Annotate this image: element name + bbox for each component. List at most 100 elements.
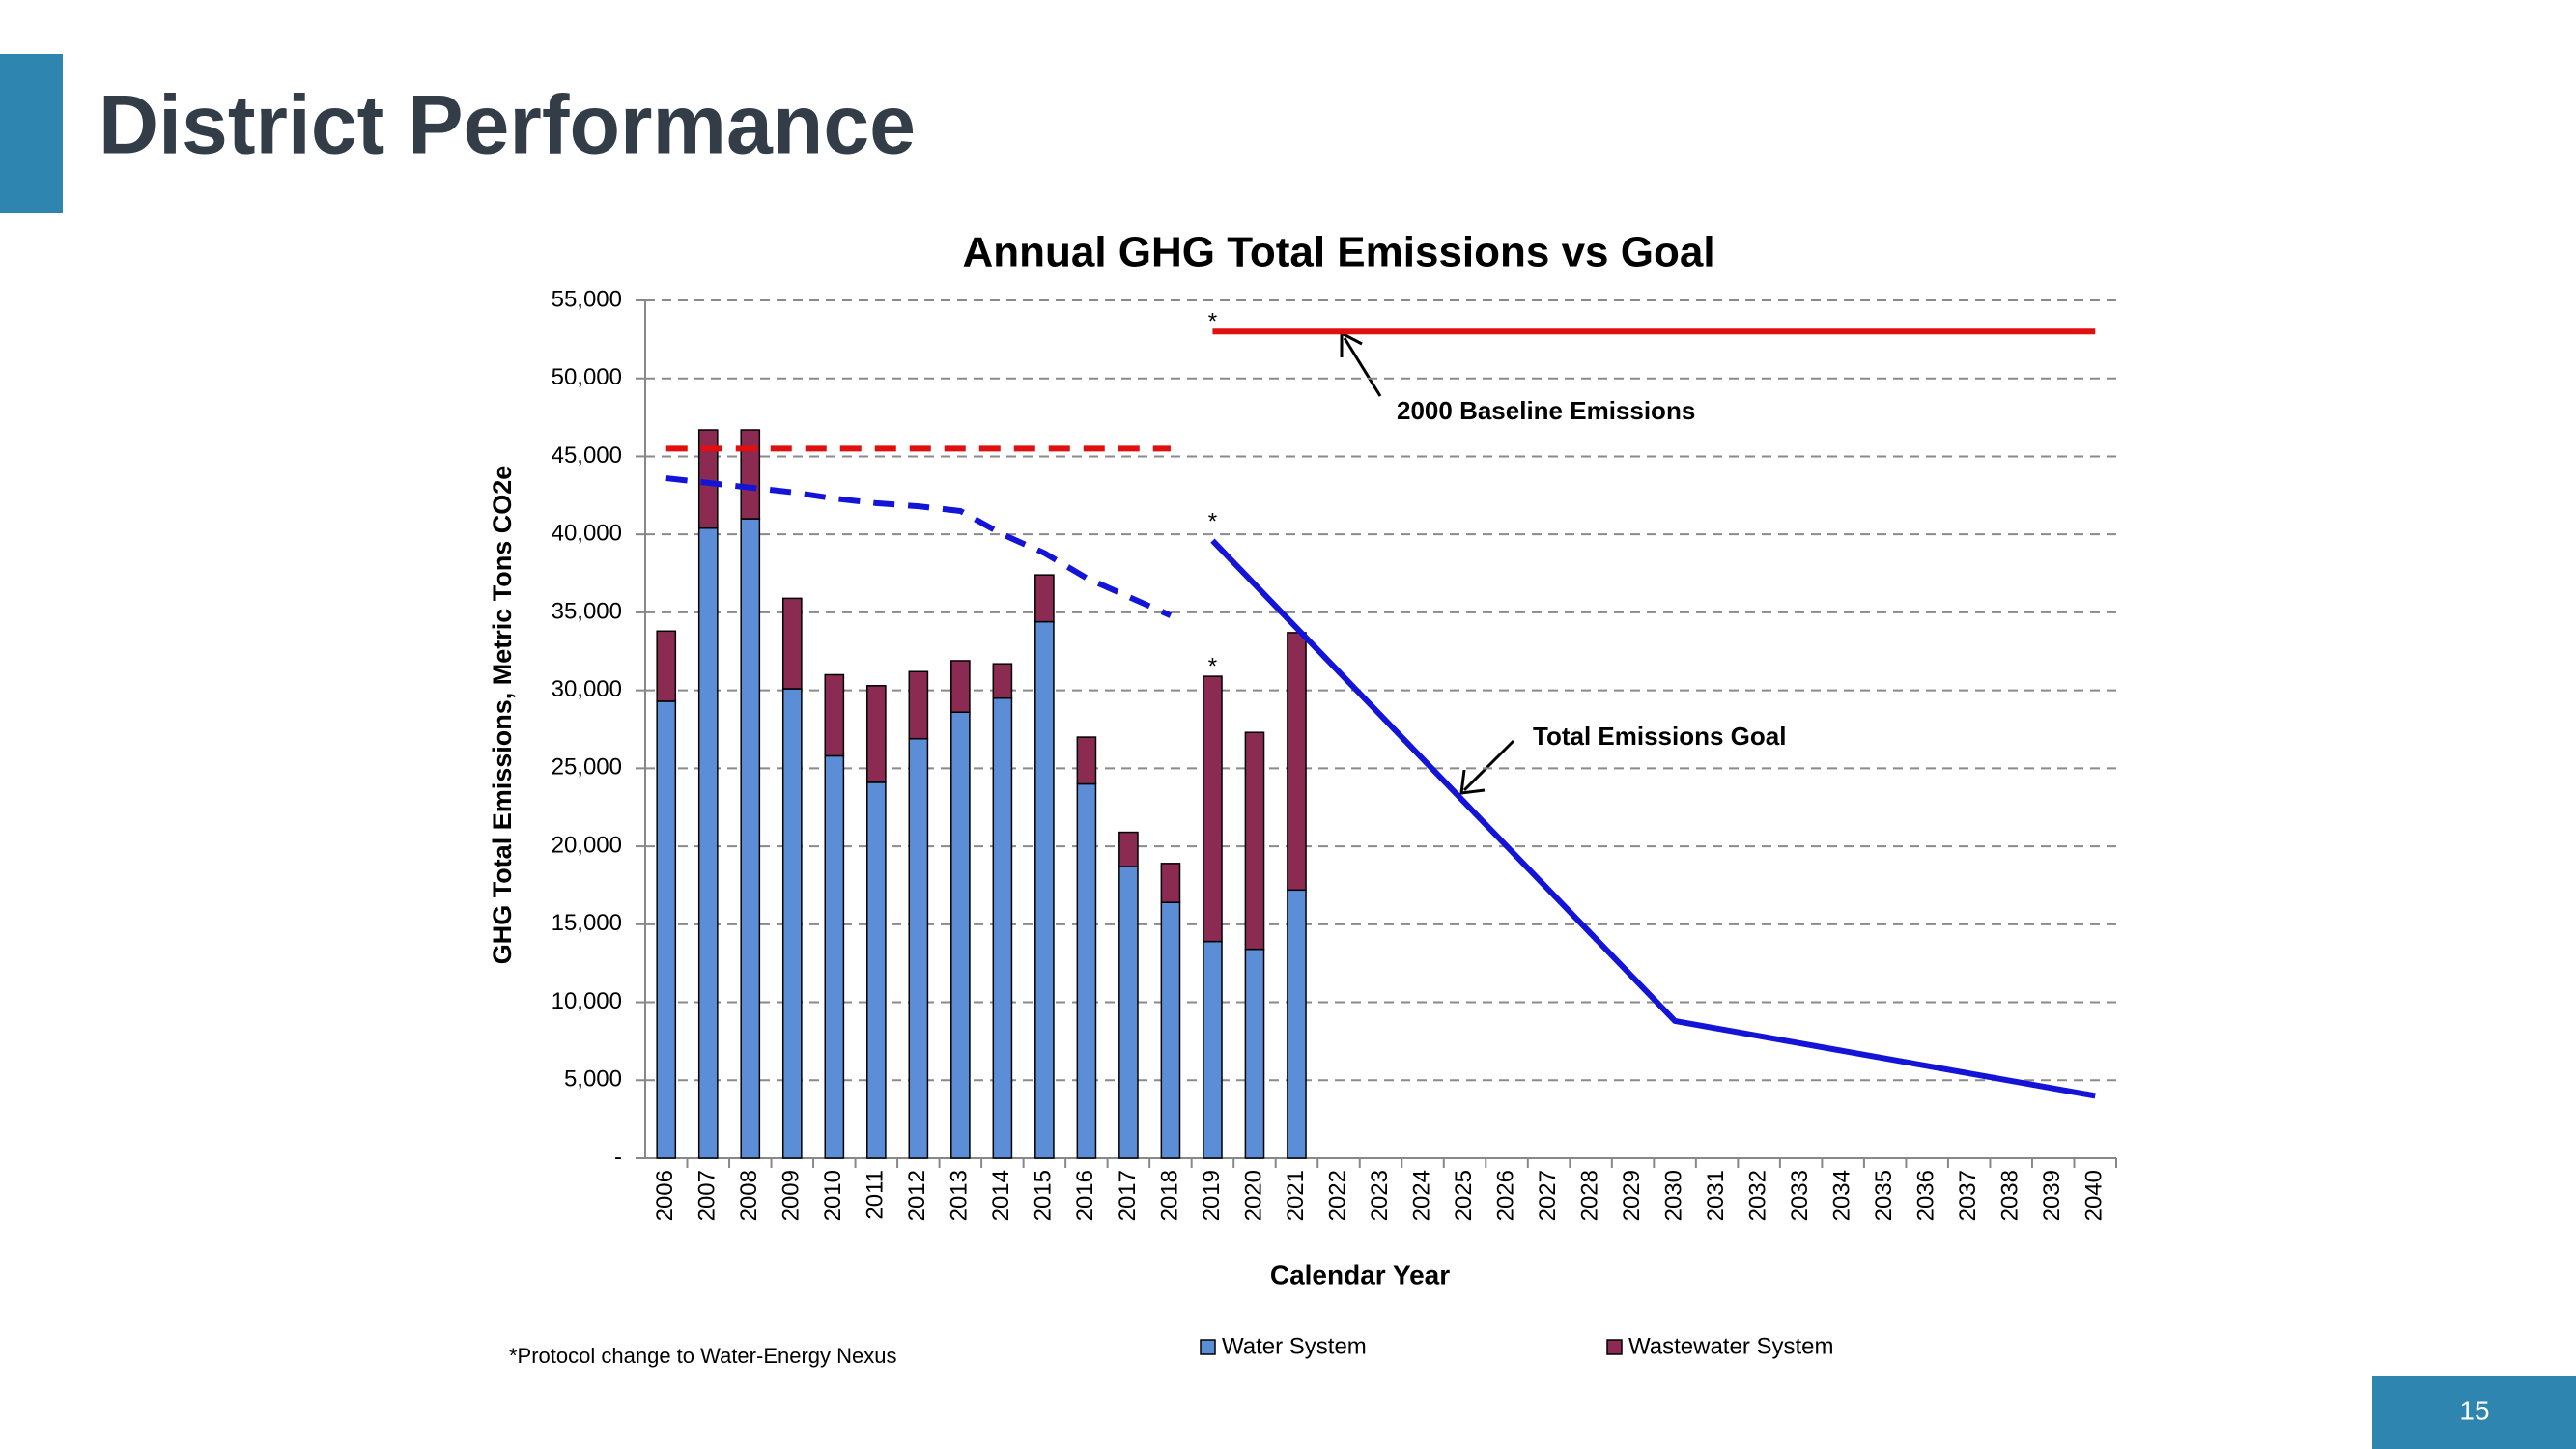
- page-number: 15: [2459, 1395, 2489, 1425]
- annotation: Total Emissions Goal: [1533, 722, 1786, 751]
- x-tick-label: 2026: [1492, 1170, 1518, 1221]
- annotation: 2000 Baseline Emissions: [1397, 396, 1695, 425]
- x-tick-label: 2010: [820, 1170, 846, 1221]
- bar-segment: [697, 526, 719, 1159]
- bar-segment: [908, 670, 929, 740]
- x-tick-label: 2023: [1367, 1170, 1393, 1221]
- x-tick-label: 2009: [778, 1170, 805, 1221]
- annotation-arrow: [1462, 739, 1515, 792]
- x-tick-label: 2024: [1408, 1170, 1434, 1221]
- page-number-box: [2372, 1376, 2576, 1449]
- bar-segment: [992, 663, 1013, 699]
- x-tick-label: 2031: [1703, 1170, 1729, 1221]
- y-tick-label: 20,000: [552, 832, 622, 858]
- bar-segment: [1203, 940, 1223, 1159]
- bar-segment: [781, 688, 803, 1159]
- bar-segment: [1287, 632, 1307, 892]
- x-tick-label: 2025: [1451, 1170, 1477, 1221]
- y-tick-label: -: [614, 1144, 622, 1170]
- line: [665, 475, 1173, 618]
- bar-segment: [1244, 948, 1265, 1159]
- legend-swatch: [1200, 1339, 1216, 1355]
- annotation: *: [1208, 508, 1217, 534]
- x-tick-label: 2008: [736, 1170, 762, 1221]
- bar-segment: [950, 711, 971, 1159]
- x-tick-label: 2007: [694, 1170, 721, 1221]
- bar-segment: [1160, 901, 1181, 1159]
- bar-segment: [656, 630, 677, 702]
- bar-segment: [992, 696, 1013, 1159]
- accent-bar: [0, 54, 63, 213]
- legend-swatch: [1606, 1339, 1623, 1355]
- x-tick-label: 2040: [2081, 1170, 2108, 1221]
- x-tick-label: 2032: [1744, 1170, 1770, 1221]
- annotation-arrowhead: [1340, 330, 1363, 357]
- bar-segment: [866, 685, 887, 783]
- bar-segment: [908, 737, 929, 1159]
- y-tick-label: 30,000: [552, 676, 622, 702]
- x-tick-label: 2013: [947, 1170, 973, 1221]
- y-axis-title: GHG Total Emissions, Metric Tons CO2e: [488, 466, 517, 965]
- y-tick-label: 5,000: [564, 1066, 622, 1093]
- bar-segment: [1118, 866, 1139, 1159]
- bar-segment: [866, 781, 887, 1159]
- x-tick-label: 2030: [1660, 1170, 1686, 1221]
- annotation-arrowhead: [1459, 769, 1486, 795]
- x-tick-label: 2035: [1871, 1170, 1897, 1221]
- x-tick-label: 2028: [1576, 1170, 1602, 1221]
- bar-segment: [740, 518, 761, 1159]
- slide-title: District Performance: [99, 79, 916, 172]
- bar-segment: [1118, 831, 1139, 867]
- x-tick-label: 2017: [1115, 1170, 1141, 1221]
- x-tick-label: 2014: [988, 1170, 1014, 1221]
- x-tick-label: 2020: [1240, 1170, 1266, 1221]
- bar-segment: [1034, 574, 1055, 623]
- legend-label: Wastewater System: [1628, 1333, 1834, 1359]
- y-tick-label: 35,000: [552, 598, 622, 624]
- annotation-arrow: [1343, 337, 1382, 397]
- x-axis-title: Calendar Year: [1270, 1260, 1450, 1290]
- y-tick-label: 40,000: [552, 521, 622, 547]
- annotation: *: [1208, 308, 1217, 334]
- chart-title: Annual GHG Total Emissions vs Goal: [962, 229, 1714, 276]
- y-tick-label: 45,000: [552, 442, 622, 469]
- x-tick-label: 2018: [1156, 1170, 1182, 1221]
- x-tick-label: 2011: [863, 1170, 889, 1220]
- x-tick-label: 2006: [652, 1170, 678, 1221]
- bar-segment: [1076, 782, 1097, 1159]
- x-tick-label: 2034: [1829, 1170, 1855, 1221]
- bar-segment: [781, 597, 803, 690]
- x-tick-label: 2033: [1787, 1170, 1813, 1221]
- footnote: *Protocol change to Water-Energy Nexus: [509, 1344, 897, 1368]
- x-tick-label: 2027: [1535, 1170, 1561, 1221]
- y-tick-label: 10,000: [552, 988, 622, 1014]
- bar-segment: [1287, 889, 1307, 1159]
- bar-segment: [740, 429, 761, 520]
- bar-segment: [1034, 620, 1055, 1159]
- bar-segment: [1076, 736, 1097, 785]
- x-tick-label: 2021: [1283, 1170, 1309, 1221]
- bar-segment: [697, 429, 719, 529]
- y-tick-label: 15,000: [552, 910, 622, 936]
- bar-segment: [824, 754, 845, 1159]
- y-tick-label: 50,000: [552, 364, 622, 390]
- annotation: *: [1208, 653, 1217, 679]
- bar-segment: [950, 660, 971, 713]
- bar-segment: [824, 673, 845, 757]
- y-tick-label: 55,000: [552, 286, 622, 312]
- bar-segment: [1160, 863, 1181, 903]
- x-tick-label: 2016: [1072, 1170, 1098, 1221]
- bar-segment: [1203, 675, 1223, 943]
- x-tick-label: 2022: [1324, 1170, 1350, 1221]
- x-tick-label: 2029: [1619, 1170, 1645, 1221]
- x-tick-label: 2038: [1997, 1170, 2024, 1221]
- line: [1210, 538, 2096, 1099]
- x-tick-label: 2036: [1913, 1170, 1939, 1221]
- x-tick-label: 2039: [2039, 1170, 2065, 1221]
- x-tick-label: 2019: [1199, 1170, 1225, 1221]
- bar-segment: [656, 700, 677, 1159]
- bar-segment: [1244, 731, 1265, 951]
- x-tick-label: 2012: [904, 1170, 930, 1221]
